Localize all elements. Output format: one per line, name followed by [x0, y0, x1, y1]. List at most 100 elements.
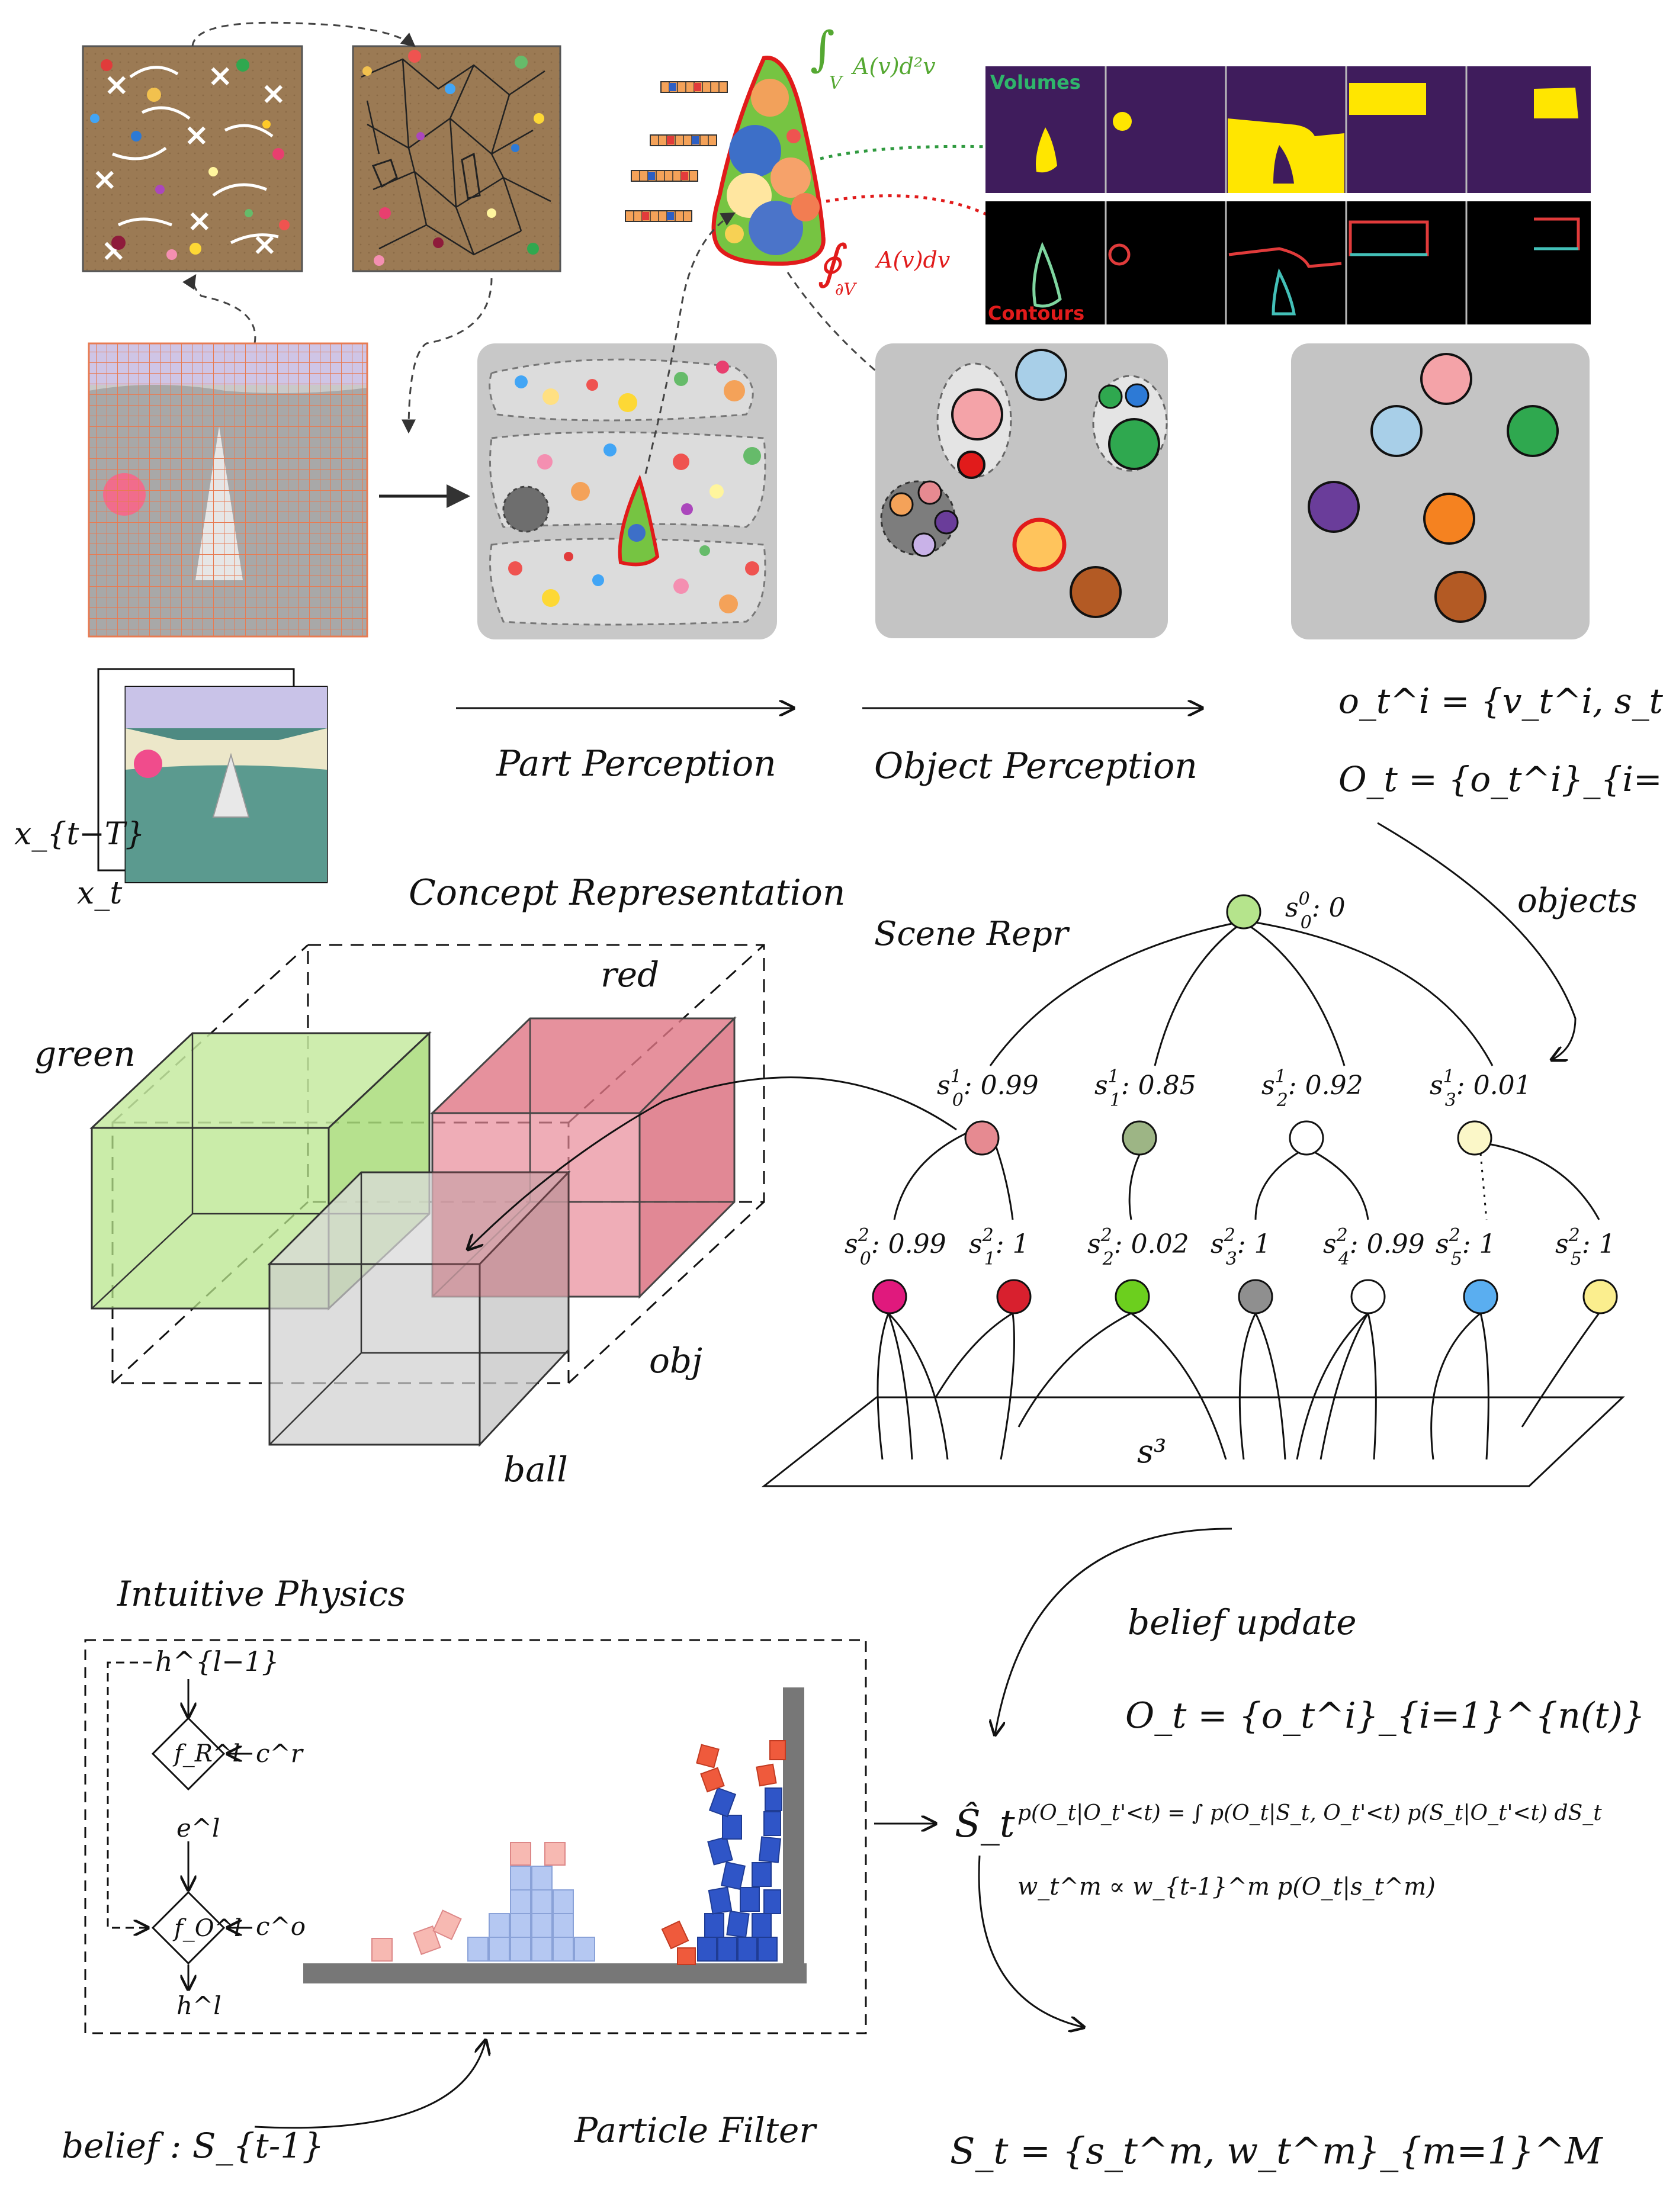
tree-level1-label-1: s1 1: 0.85: [1094, 1066, 1196, 1111]
tree-level2: s2 0: 0.99 s2 1: 1 s2 2: 0.02 s2 3: 1 s2 4: 0.99 s…: [845, 1225, 1618, 1314]
svg-text:A(v)dv: A(v)dv: [875, 247, 951, 273]
tree-level2-node-3: [1238, 1279, 1273, 1314]
svg-text:h^l: h^l: [176, 1991, 221, 2020]
particle-filter-equations: Ŝ_t p(O_t|O_t'<t) = ∫ p(O_t|S_t, O_t'<t)…: [955, 1801, 1602, 1901]
tree-level1-node-0: [964, 1120, 1000, 1156]
contours-strip: Contours: [985, 201, 1591, 324]
label-concept-representation: Concept Representation: [409, 872, 846, 914]
svg-text:s00: 0: s0 0: 0: [1285, 889, 1346, 933]
svg-text:×: ×: [187, 203, 213, 239]
label-part-perception: Part Perception: [496, 743, 776, 785]
svg-text:p(O_t|O_t'<t) = ∫ p(O_t|S_t, O: p(O_t|O_t'<t) = ∫ p(O_t|S_t, O_t'<t) p(S…: [1017, 1801, 1602, 1825]
arrow-left-to-right-panel: [191, 21, 416, 47]
svg-text:c^o: c^o: [256, 1912, 306, 1941]
objects-definition: o_t^i = {v_t^i, s_t^i} O_t = {o_t^i}_{i=…: [1338, 681, 1663, 799]
svg-text:w_t^m ∝ w_{t-1}^m p(O_t|s_t^m): w_t^m ∝ w_{t-1}^m p(O_t|s_t^m): [1017, 1873, 1436, 1901]
svg-text:∫: ∫: [810, 21, 835, 76]
physics-box: [84, 1639, 867, 2034]
tree-level2-node-4: [1350, 1279, 1386, 1314]
object-part-volume: [625, 55, 826, 266]
volumes-strip: Volumes: [985, 66, 1591, 193]
label-intuitive-physics: Intuitive Physics: [117, 1574, 406, 1614]
tree-level2-label-6: s2 5: 1: [1555, 1225, 1616, 1269]
tree-level1-node-1: [1122, 1120, 1157, 1156]
particle-panel-left: × × × ××× × ×: [82, 45, 303, 272]
arrow-objects-to-tree: [1377, 822, 1577, 1060]
tree-level2-node-1: [996, 1279, 1032, 1314]
arrow-node-to-concept: [468, 1076, 957, 1249]
belief-objects-set: O_t = {o_t^i}_{i=1}^{n(t)}: [1125, 1695, 1645, 1737]
label-particle-filter: Particle Filter: [574, 2110, 817, 2150]
label-scene-repr: Scene Repr: [874, 915, 1070, 953]
label-object-perception: Object Perception: [874, 745, 1198, 787]
svg-text:x_{t−T}: x_{t−T}: [14, 816, 145, 852]
tree-level1-node-3: [1457, 1120, 1492, 1156]
label-belief-update: belief update: [1128, 1602, 1357, 1642]
tree-node-root: s0 0: 0: [1226, 889, 1346, 933]
green-dotted-link: [820, 144, 1031, 160]
arrow-belief-to-physics: [254, 2040, 486, 2129]
tree-level2-label-0: s2 0: 0.99: [845, 1225, 946, 1269]
tree-level2-node-2: [1115, 1279, 1150, 1314]
arrow-shat-to-state: [978, 1855, 1084, 2027]
svg-text:s³: s³: [1137, 1433, 1166, 1470]
svg-text:V: V: [829, 73, 844, 94]
svg-text:x_t: x_t: [77, 876, 122, 911]
svg-text:A(v)d²v: A(v)d²v: [851, 53, 936, 79]
svg-text:h^{l−1}: h^{l−1}: [155, 1645, 279, 1677]
svg-text:c^r: c^r: [256, 1739, 304, 1768]
interaction-network: h^{l−1} f_R^l c^r e^l f_O^l c^o h^l: [107, 1645, 306, 2020]
svg-text:×: ×: [184, 117, 210, 153]
tree-level2-node-6: [1582, 1279, 1618, 1314]
s3-plane: [761, 1396, 1625, 1487]
block-tower-simulation: [303, 1687, 807, 1983]
svg-text:ball: ball: [503, 1449, 568, 1490]
tree-level2-label-5: s2 5: 1: [1436, 1225, 1496, 1269]
contour-integral: ∮ ∂V A(v)dv: [817, 234, 951, 299]
object-list-panel: [1291, 343, 1590, 639]
tree-level2-node-5: [1463, 1279, 1498, 1314]
volume-integral: ∫ V A(v)d²v: [810, 21, 936, 94]
svg-text:×: ×: [104, 67, 130, 102]
svg-text:×: ×: [261, 76, 287, 111]
concept-cubes: green red obj ball: [34, 944, 765, 1490]
tree-level2-label-4: s2 4: 0.99: [1323, 1225, 1425, 1269]
svg-text:Ŝ_t: Ŝ_t: [955, 1801, 1015, 1846]
belief-label: belief : S_{t-1}: [62, 2126, 324, 2166]
part-perception-panel: [477, 343, 777, 639]
svg-text:∂V: ∂V: [835, 279, 857, 299]
tree-level2-label-1: s2 1: 1: [969, 1225, 1029, 1269]
scene-tree: s³ s0 0: 0 s1 0: 0.99 s1 1: 0.85 s1 2: 0.92 s1 3…: [761, 889, 1625, 1487]
svg-text:Contours: Contours: [988, 302, 1084, 324]
gridded-frame: [88, 342, 368, 638]
input-frames: x_{t−T} x_t: [14, 668, 328, 911]
particle-panel-right: [352, 45, 561, 272]
svg-text:×: ×: [92, 162, 118, 197]
tree-level1: s1 0: 0.99 s1 1: 0.85 s1 2: 0.92 s1 3: 0.01: [937, 1066, 1532, 1156]
svg-text:green: green: [34, 1034, 136, 1074]
tree-level2-label-3: s2 3: 1: [1211, 1225, 1271, 1269]
svg-text:×: ×: [252, 227, 278, 262]
tree-level1-label-2: s1 2: 0.92: [1261, 1066, 1363, 1111]
svg-text:o_t^i = {v_t^i, s_t^i}: o_t^i = {v_t^i, s_t^i}: [1338, 681, 1663, 721]
svg-text:e^l: e^l: [176, 1814, 220, 1843]
svg-text:×: ×: [207, 58, 233, 94]
tree-level1-node-2: [1289, 1120, 1324, 1156]
arrow-panel-to-grid: [402, 278, 493, 434]
arrow-grid-to-panel: [182, 274, 256, 344]
svg-text:obj: obj: [649, 1340, 702, 1381]
ball-concept-cube: [267, 1170, 571, 1447]
object-perception-panel: [875, 343, 1168, 638]
arrow-part-to-object: [644, 212, 736, 474]
svg-text:red: red: [601, 954, 659, 995]
svg-text:O_t = {o_t^i}_{i=1}^{n(t)}: O_t = {o_t^i}_{i=1}^{n(t)}: [1338, 759, 1663, 799]
tree-level2-node-0: [872, 1279, 907, 1314]
state-set: S_t = {s_t^m, w_t^m}_{m=1}^M: [950, 2129, 1603, 2172]
tree-level1-label-0: s1 0: 0.99: [937, 1066, 1039, 1111]
tree-level2-label-2: s2 2: 0.02: [1087, 1225, 1189, 1269]
arrow-belief-update: [995, 1528, 1232, 1735]
label-objects: objects: [1517, 882, 1638, 920]
tree-level1-label-3: s1 3: 0.01: [1430, 1066, 1532, 1111]
svg-text:Volumes: Volumes: [990, 71, 1081, 94]
